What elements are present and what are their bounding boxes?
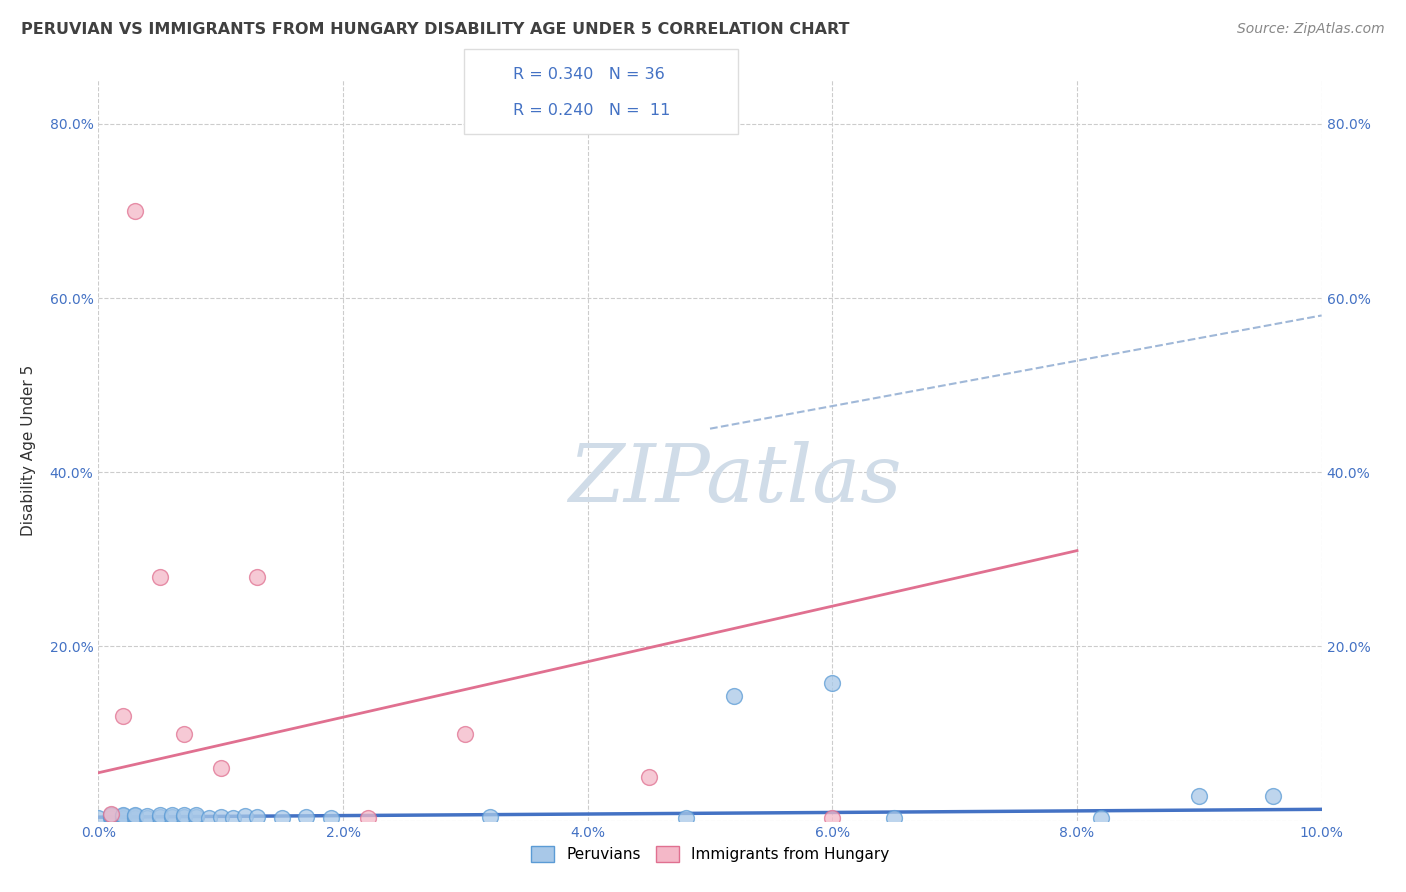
Point [87, 811, 110, 825]
Point [100, 806, 122, 821]
Point [1188, 789, 1211, 804]
Point [100, 811, 122, 825]
Point [173, 810, 195, 824]
Text: R = 0.340   N = 36: R = 0.340 N = 36 [513, 67, 665, 82]
Point [270, 811, 292, 825]
Point [723, 689, 745, 703]
Point [160, 808, 183, 822]
Point [100, 809, 122, 823]
Point [124, 811, 146, 825]
Point [149, 570, 172, 584]
Text: R = 0.240   N =  11: R = 0.240 N = 11 [513, 103, 671, 118]
Point [454, 726, 477, 740]
Point [356, 811, 378, 825]
Point [233, 809, 256, 823]
Point [478, 810, 501, 824]
Point [883, 811, 905, 825]
Point [209, 810, 232, 824]
Point [1090, 811, 1112, 825]
Text: PERUVIAN VS IMMIGRANTS FROM HUNGARY DISABILITY AGE UNDER 5 CORRELATION CHART: PERUVIAN VS IMMIGRANTS FROM HUNGARY DISA… [21, 22, 849, 37]
Point [197, 811, 219, 825]
Point [319, 811, 342, 825]
Point [149, 808, 172, 822]
Point [637, 770, 661, 784]
Point [111, 709, 134, 723]
Y-axis label: Disability Age Under 5: Disability Age Under 5 [21, 365, 35, 536]
Point [246, 570, 269, 584]
Point [186, 808, 208, 822]
Point [1261, 789, 1284, 804]
Point [124, 203, 146, 218]
Text: ZIPatlas: ZIPatlas [568, 442, 901, 519]
Point [246, 810, 269, 824]
Point [222, 811, 245, 825]
Point [186, 810, 208, 824]
Point [111, 808, 134, 822]
Point [160, 810, 183, 824]
Legend: Peruvians, Immigrants from Hungary: Peruvians, Immigrants from Hungary [524, 840, 896, 869]
Text: Source: ZipAtlas.com: Source: ZipAtlas.com [1237, 22, 1385, 37]
Point [295, 810, 318, 824]
Point [173, 808, 195, 822]
Point [111, 809, 134, 823]
Point [100, 807, 122, 822]
Point [124, 807, 146, 822]
Point [111, 811, 134, 825]
Point [136, 809, 159, 823]
Point [173, 726, 195, 740]
Point [149, 810, 172, 824]
Point [124, 809, 146, 823]
Point [821, 811, 844, 825]
Point [821, 676, 844, 690]
Point [136, 811, 159, 825]
Point [675, 811, 697, 825]
Point [209, 761, 232, 775]
